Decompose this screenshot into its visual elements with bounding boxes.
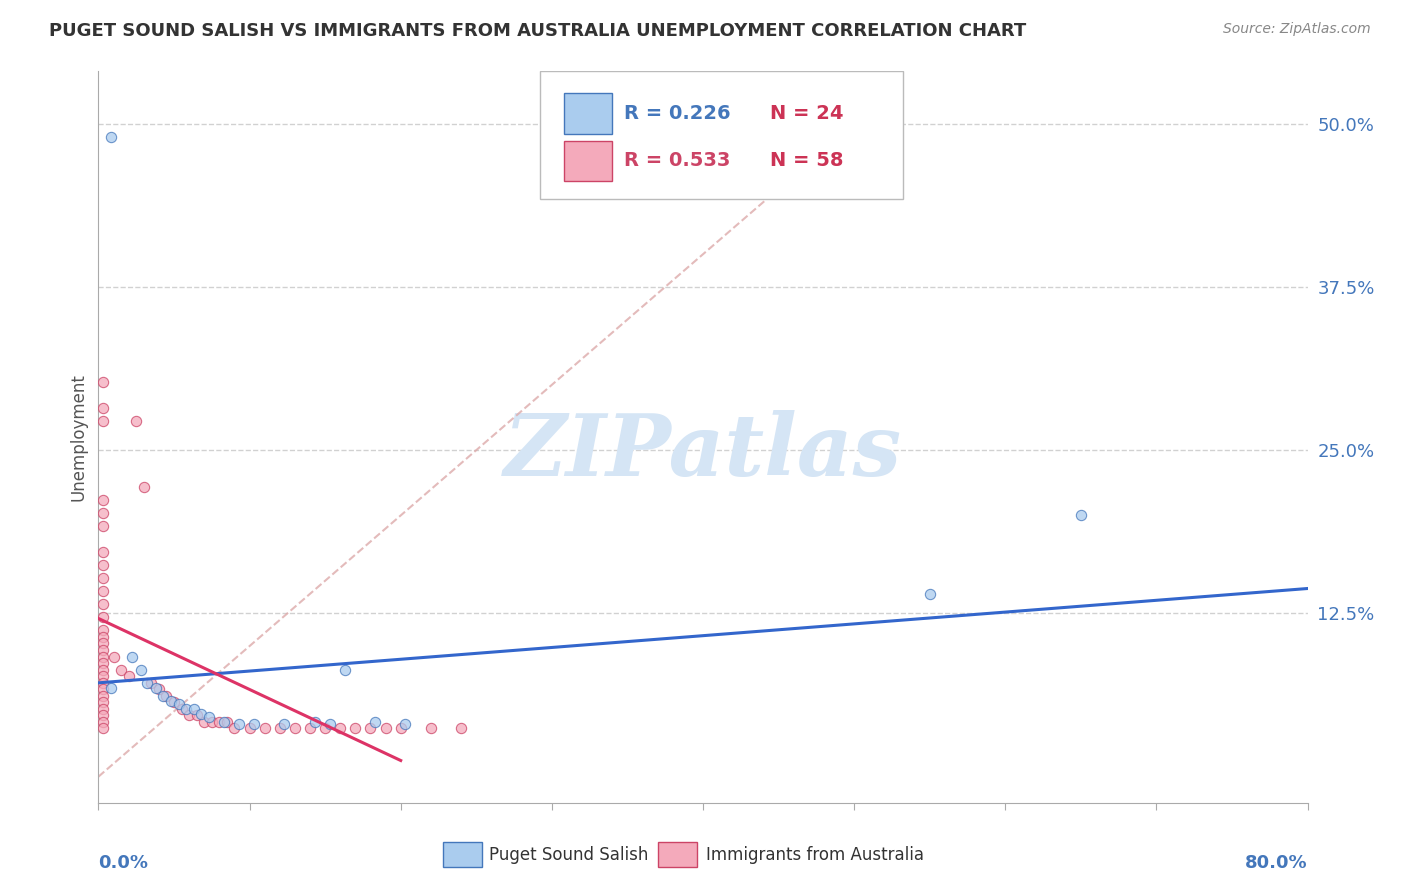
Point — [91, 571, 114, 585]
Point — [91, 506, 114, 520]
Text: Immigrants from Australia: Immigrants from Australia — [706, 846, 924, 863]
Point — [179, 708, 201, 723]
Point — [91, 414, 114, 428]
Point — [91, 695, 114, 709]
Point — [201, 714, 224, 729]
Point — [190, 706, 212, 721]
Point — [193, 714, 215, 729]
Point — [91, 663, 114, 677]
Text: 0.0%: 0.0% — [98, 854, 149, 872]
Point — [91, 649, 114, 664]
Text: Puget Sound Salish: Puget Sound Salish — [489, 846, 648, 863]
Point — [91, 656, 114, 670]
Point — [148, 682, 170, 697]
Point — [91, 682, 114, 697]
Point — [91, 643, 114, 657]
Point — [304, 714, 326, 729]
Point — [91, 675, 114, 690]
Point — [121, 649, 143, 664]
Text: ZIPatlas: ZIPatlas — [503, 410, 903, 493]
Point — [224, 722, 246, 736]
Point — [174, 702, 197, 716]
Point — [91, 689, 114, 703]
Point — [183, 702, 205, 716]
Point — [100, 129, 122, 144]
Text: R = 0.226: R = 0.226 — [624, 103, 731, 122]
Point — [103, 649, 125, 664]
Point — [450, 722, 472, 736]
Point — [91, 702, 114, 716]
Point — [333, 663, 356, 677]
Point — [239, 722, 262, 736]
Point — [91, 630, 114, 644]
Point — [91, 492, 114, 507]
Point — [155, 689, 177, 703]
Point — [1070, 508, 1092, 523]
Point — [243, 717, 266, 731]
Point — [364, 714, 387, 729]
Point — [299, 722, 322, 736]
Y-axis label: Unemployment: Unemployment — [69, 373, 87, 501]
Point — [118, 669, 141, 683]
Text: N = 58: N = 58 — [769, 151, 844, 170]
Point — [197, 709, 219, 723]
Point — [91, 376, 114, 390]
Point — [344, 722, 367, 736]
Point — [91, 669, 114, 683]
Point — [215, 714, 238, 729]
Point — [170, 702, 193, 716]
Point — [186, 708, 208, 723]
Point — [129, 663, 152, 677]
Point — [284, 722, 307, 736]
Point — [152, 689, 174, 703]
FancyBboxPatch shape — [540, 71, 903, 200]
Point — [269, 722, 291, 736]
Point — [91, 610, 114, 624]
Point — [135, 675, 157, 690]
Point — [318, 717, 340, 731]
Point — [228, 717, 250, 731]
Point — [91, 401, 114, 416]
Point — [212, 714, 235, 729]
Point — [145, 681, 167, 695]
Point — [91, 636, 114, 650]
Point — [253, 722, 276, 736]
Point — [91, 708, 114, 723]
Point — [91, 624, 114, 638]
Point — [314, 722, 336, 736]
Point — [100, 681, 122, 695]
Point — [91, 714, 114, 729]
Point — [91, 597, 114, 611]
Point — [91, 558, 114, 573]
Point — [360, 722, 382, 736]
Point — [394, 717, 416, 731]
Point — [160, 694, 183, 708]
Point — [110, 663, 132, 677]
Point — [91, 519, 114, 533]
Point — [91, 545, 114, 559]
Point — [91, 584, 114, 599]
Text: PUGET SOUND SALISH VS IMMIGRANTS FROM AUSTRALIA UNEMPLOYMENT CORRELATION CHART: PUGET SOUND SALISH VS IMMIGRANTS FROM AU… — [49, 22, 1026, 40]
Text: N = 24: N = 24 — [769, 103, 844, 122]
Point — [163, 695, 186, 709]
Text: Source: ZipAtlas.com: Source: ZipAtlas.com — [1223, 22, 1371, 37]
Point — [420, 722, 443, 736]
Point — [91, 722, 114, 736]
Text: R = 0.533: R = 0.533 — [624, 151, 731, 170]
Point — [125, 414, 148, 428]
Point — [389, 722, 412, 736]
Point — [141, 675, 163, 690]
Point — [132, 480, 155, 494]
Point — [329, 722, 352, 736]
Point — [208, 714, 231, 729]
Text: 80.0%: 80.0% — [1244, 854, 1308, 872]
Point — [273, 717, 295, 731]
FancyBboxPatch shape — [564, 141, 613, 181]
Point — [918, 587, 941, 601]
FancyBboxPatch shape — [564, 94, 613, 134]
Point — [374, 722, 396, 736]
Point — [167, 697, 190, 711]
